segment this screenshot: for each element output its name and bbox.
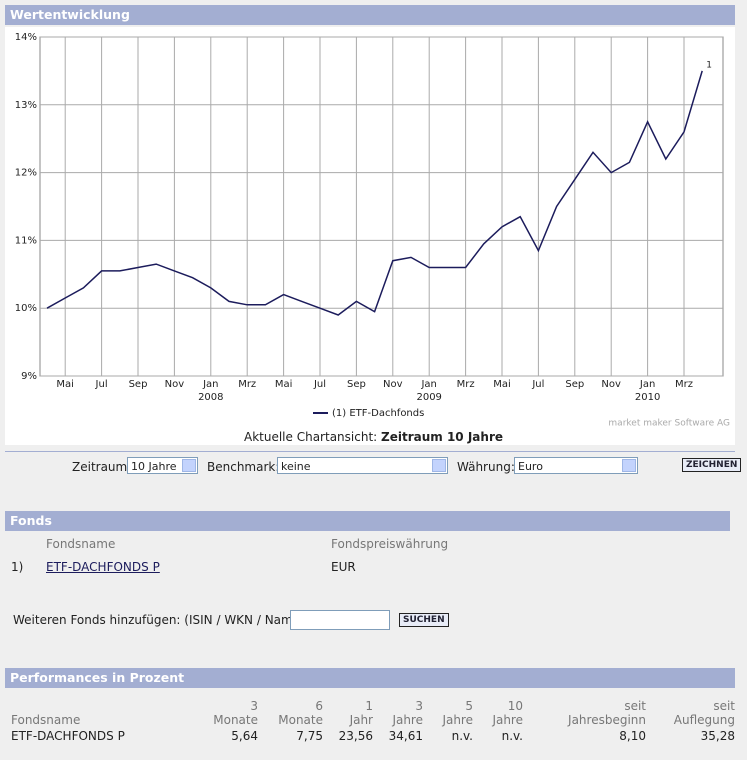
column-header: 5 [465,699,473,713]
performance-value: 34,61 [388,729,423,743]
x-tick-label: Jul [95,379,108,390]
select-arrow [432,459,446,472]
column-header: Fondsname [46,537,116,551]
x-tick-label: Jan [202,379,218,390]
x-tick-label: Nov [601,379,621,390]
x-tick-label: Sep [347,379,366,390]
performance-value: 5,64 [231,729,258,743]
performance-value: n.v. [451,729,473,743]
chart-view: Aktuelle Chartansicht: Zeitraum 10 Jahre [0,430,747,444]
section-title: Fonds [5,511,730,531]
column-header: Monate [278,713,323,727]
section-title: Wertentwicklung [5,5,735,25]
column-header: 3 [415,699,423,713]
column-header: seit [624,699,646,713]
chart-background [5,27,735,445]
x-tick-label: Mrz [238,379,256,390]
x-tick-label: Jul [313,379,326,390]
column-header: Fondspreiswährung [331,537,449,551]
performance-value: 23,56 [338,729,373,743]
y-tick-label: 9% [21,371,37,382]
label: Zeitraum: [72,460,132,474]
performance-value: 7,75 [296,729,323,743]
column-header: Jahresbeginn [568,713,646,727]
end-label: 1 [706,60,712,70]
column-header: Jahre [492,713,523,727]
column-header: 1 [365,699,373,713]
x-tick-label: Mrz [675,379,693,390]
x-tick-label: Mai [56,379,74,390]
series-line [46,70,703,316]
performance-value: 35,28 [700,729,735,743]
x-tick-label: Jul [531,379,544,390]
column-header: Jahre [442,713,473,727]
chart: market maker Software AG 9% 10% 11% 12% 13% 1… [5,27,735,445]
zeitraum-select[interactable]: 10 Jahre [127,457,198,474]
benchmark-select[interactable]: keine [277,457,448,474]
select-value: 10 Jahre [131,460,177,473]
credit: market maker Software AG [608,419,730,429]
y-tick-label: 12% [15,168,37,179]
year-label: 2008 [198,392,223,403]
fund-name: ETF-DACHFONDS P [11,729,125,743]
x-tick-label: Jan [420,379,436,390]
waehrung-select[interactable]: Euro [514,457,638,474]
column-header: Jahr [349,713,373,727]
column-header: 6 [315,699,323,713]
add-label: Weiteren Fonds hinzufügen: (ISIN / WKN /… [13,613,305,627]
section-title: Performances in Prozent [5,668,735,688]
column-header: seit [713,699,735,713]
search-button[interactable]: SUCHEN [399,613,449,627]
column-header: Auflegung [673,713,735,727]
fund-link[interactable]: ETF-DACHFONDS P [46,560,160,574]
y-tick-label: 14% [15,32,37,43]
y-tick-label: 11% [15,235,37,246]
label: Benchmark: [207,460,280,474]
select-value: keine [281,460,311,473]
legend-label: (1) ETF-Dachfonds [332,408,424,419]
column-header: 10 [507,699,523,713]
select-arrow [622,459,636,472]
year-label: 2009 [416,392,441,403]
select-value: Euro [518,460,543,473]
search-input[interactable] [290,610,390,630]
x-tick-label: Sep [129,379,148,390]
y-tick-label: 13% [15,100,37,111]
x-tick-label: Jan [639,379,655,390]
select-arrow [182,459,196,472]
chart-view-value: Zeitraum 10 Jahre [381,430,503,444]
year-label: 2010 [635,392,660,403]
y-tick-label: 10% [15,303,37,314]
currency: EUR [331,560,356,574]
column-header: Jahre [392,713,423,727]
label: Währung: [457,460,515,474]
row-index: 1) [11,560,24,574]
x-tick-label: Mai [275,379,293,390]
x-tick-label: Nov [165,379,185,390]
performance-value: 8,10 [619,729,646,743]
column-header: Monate [213,713,258,727]
separator [5,451,735,452]
column-header: 3 [250,699,258,713]
x-tick-label: Nov [383,379,403,390]
x-tick-label: Mrz [457,379,475,390]
chart-view-label: Aktuelle Chartansicht: [244,430,378,444]
column-header: Fondsname [11,713,81,727]
x-tick-label: Sep [565,379,584,390]
draw-button[interactable]: ZEICHNEN [682,458,742,472]
performance-value: n.v. [501,729,523,743]
x-tick-label: Mai [493,379,511,390]
